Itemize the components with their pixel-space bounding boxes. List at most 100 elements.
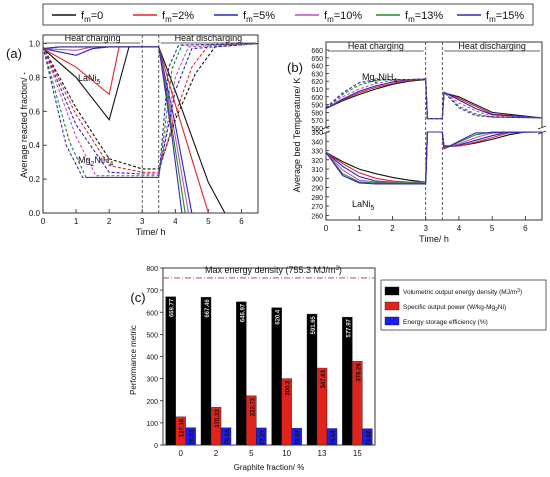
panel-c-x-tick-label-0: 0: [178, 449, 183, 458]
panel-b-plot-frame: [325, 41, 543, 221]
panel-a-series-line-7: [42, 42, 259, 173]
legend-entry-value-3: =10%: [334, 10, 363, 22]
legend-entry-5: fm=15%: [486, 10, 524, 24]
panel-b-annotation-mg2nih4-part-0: Mg: [362, 72, 375, 82]
panel-a-reacted-fraction-chart: 0 1 2 3 4 5 6 0.0 0.2 0.4 0.6 0.8 1.0 Heat charging He…: [6, 33, 259, 237]
legend-entry-value-5: =15%: [496, 10, 525, 22]
panel-c-bar-label-s1-c3: 300.2: [286, 380, 292, 396]
panel-c-legend-entry-0: Volumetric output energy density (MJ/m3): [403, 288, 522, 296]
panel-c-y-tick-label-4: 400: [146, 355, 158, 362]
panel-c-legend-entry-1-part-1: 2: [495, 307, 498, 313]
panel-a-y-axis-label: Average reacted fraction/ -: [19, 72, 29, 178]
panel-b-break-mark-0: [321, 125, 331, 130]
panel-c-bar-s1-c5: [352, 361, 363, 446]
panel-b-series-line-7: [325, 131, 542, 183]
panel-c-legend-entry-0-part-1: 3: [517, 288, 520, 294]
panel-b-break-mark-2: [537, 125, 547, 130]
panel-c-y-tick-label-0: 0: [154, 443, 158, 450]
panel-c-bar-s2-c1: [220, 427, 232, 446]
panel-c-bar-label-s0-c1: 667.46: [205, 299, 211, 318]
panel-b-y-tick-label-6: 320: [311, 158, 323, 165]
panel-c-y-tick-label-7: 700: [146, 288, 158, 295]
panel-b-y-tick-label-2: 280: [311, 195, 323, 202]
panel-c-x-tick-label-5: 15: [353, 449, 362, 458]
legend-entry-2: fm=5%: [243, 10, 275, 24]
panel-c-bar-label-s2-c2: 77.27: [260, 429, 266, 445]
panel-a-x-tick-label-4: 4: [173, 217, 178, 226]
panel-c-legend-entry-2-part-0: Energy storage efficiency (%): [403, 319, 488, 326]
panel-c-bar-s0-c2: [236, 301, 247, 446]
panel-c-y-tick-label-1: 100: [146, 421, 158, 428]
legend-entry-0: fm=0: [81, 10, 103, 24]
panel-a-x-tick-label-6: 6: [239, 217, 244, 226]
panel-b-annotation-lani5: LaNi5: [352, 199, 375, 212]
legend-entry-value-4: =13%: [415, 10, 444, 22]
panel-b-series-line-6: [325, 131, 542, 183]
panel-b-phase-label-charging: Heat charging: [348, 41, 404, 51]
panel-a-annotation-lani5: LaNi5: [78, 73, 101, 86]
panel-c-bar-label-s2-c1: 78.13: [225, 429, 231, 445]
legend-entry-symbol-3: f: [324, 10, 328, 22]
panel-b-y-tick-label-8: 340: [311, 139, 323, 146]
panel-a-annotation-mg2nih4-part-2: NiH: [94, 155, 109, 165]
panel-b-series-line-8: [325, 131, 542, 183]
panel-c-legend-swatch-2: [384, 316, 400, 326]
panel-b-series-line-0: [325, 78, 543, 120]
panel-b-x-tick-label-6: 6: [523, 224, 528, 233]
panel-a-x-tick-label-5: 5: [206, 217, 211, 226]
panel-c-max-energy-label-part-2: ): [339, 265, 342, 275]
panel-a-y-tick-label-0: 0.0: [29, 209, 41, 218]
panel-b-x-tick-label-4: 4: [457, 224, 462, 233]
panel-b-label: (b): [287, 60, 303, 75]
legend-entry-symbol-2: f: [243, 10, 247, 22]
panel-b-y-tick-label-17: 630: [311, 71, 323, 78]
panel-a-y-tick-label-2: 0.4: [29, 141, 41, 150]
panel-b-y-tick-label-5: 310: [311, 167, 323, 174]
panel-c-bar-label-s0-c5: 577.97: [346, 318, 352, 337]
panel-c-performance-bar-chart: 0 100 200 300 400 500 600 700 800 0 669.77 127.16 78…: [129, 265, 547, 472]
panel-c-legend-frame: [380, 279, 547, 331]
panel-b-x-tick-label-5: 5: [490, 224, 495, 233]
panel-b-axis-break-left: [321, 127, 331, 133]
panel-c-bar-s2-c2: [256, 427, 267, 446]
panel-c-bar-label-s1-c1: 170.33: [215, 409, 221, 428]
panel-b-annotation-mg2nih4-part-3: 4: [393, 78, 397, 85]
panel-a-y-tick-label-4: 0.8: [29, 73, 41, 82]
panel-c-bar-label-s0-c4: 591.65: [311, 315, 317, 334]
panel-b-x-tick-label-1: 1: [357, 224, 362, 233]
panel-b-break-mark-1: [321, 130, 331, 135]
legend-entry-symbol-5: f: [486, 10, 490, 22]
panel-c-bar-label-s1-c5: 378.29: [356, 363, 362, 382]
panel-a-annotation-mg2nih4-part-1: 2: [91, 161, 95, 168]
panel-a-phase-label-discharging: Heat discharging: [175, 33, 243, 43]
panel-a-series-line-5: [42, 46, 183, 214]
panel-a-series-line-2: [42, 46, 193, 214]
panel-c-legend-entry-0-part-2: ): [520, 289, 522, 296]
panel-c-x-axis-label: Graphite fraction/ %: [234, 463, 305, 472]
panel-c-legend-entry-0-part-0: Volumetric output energy density (MJ/m: [403, 289, 517, 296]
panel-a-series-line-6: [42, 42, 259, 170]
panel-c-legend-entry-1-part-2: Ni): [498, 304, 506, 311]
panel-b-annotation-lani5-part-0: LaNi: [352, 199, 371, 209]
panel-a-annotation-lani5-part-0: LaNi: [78, 73, 97, 83]
panel-a-phase-label-charging: Heat charging: [65, 33, 121, 43]
panel-c-x-tick-label-1: 2: [214, 449, 219, 458]
panel-b-x-tick-label-0: 0: [324, 224, 329, 233]
legend-entry-1: fm=2%: [162, 10, 194, 24]
panel-b-axis-break-right: [537, 127, 547, 133]
panel-c-y-axis-label: Performance metric: [129, 325, 138, 395]
panel-b-y-tick-label-20: 660: [311, 48, 323, 55]
legend-entry-value-0: =0: [91, 10, 104, 22]
panel-c-bar-label-s0-c2: 646.97: [240, 303, 246, 322]
legend-entry-symbol-1: f: [162, 10, 166, 22]
panel-c-y-tick-label-5: 500: [146, 332, 158, 339]
panel-c-bar-label-s0-c0: 669.77: [170, 298, 176, 317]
panel-c-legend-entry-1-part-0: Specific output power (W/kg-Mg: [403, 304, 496, 311]
panel-c-bar-label-s2-c0: 78.53: [190, 429, 196, 445]
legend-frame: [42, 3, 534, 26]
panel-b-y-tick-label-15: 610: [311, 87, 323, 94]
panel-b-annotation-mg2nih4-part-1: 2: [375, 78, 379, 85]
panel-c-bar-label-s2-c4: 74.54: [331, 430, 337, 446]
panel-b-y-tick-label-18: 640: [311, 64, 323, 71]
panel-c-bar-s1-c3: [281, 378, 292, 446]
